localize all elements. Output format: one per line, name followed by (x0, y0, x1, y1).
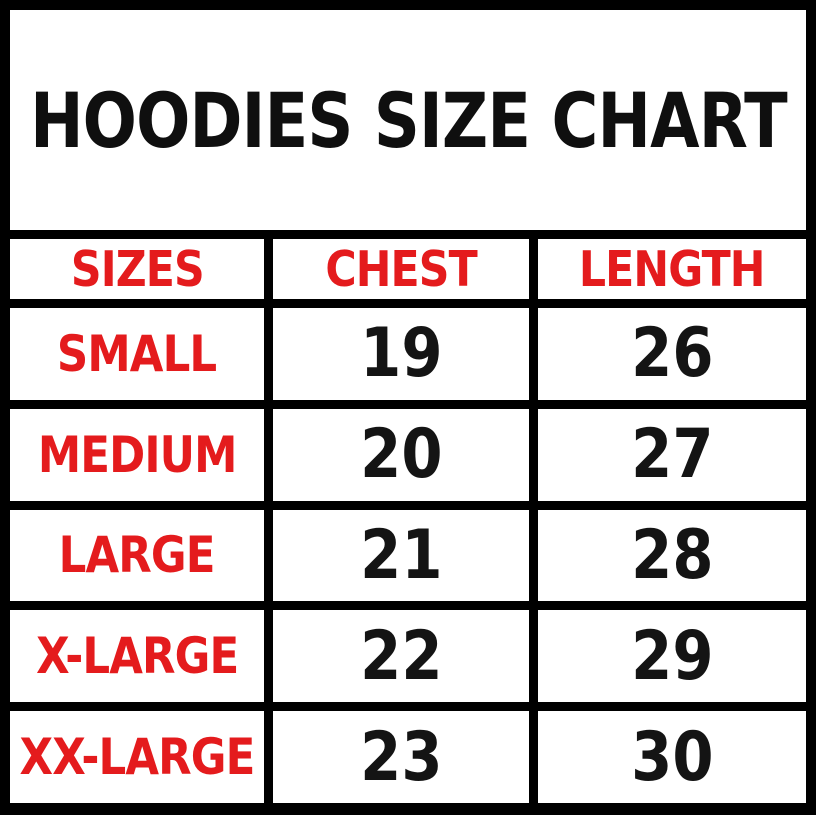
row-medium-chest-cell: 20 (273, 408, 529, 501)
size-label: MEDIUM (37, 425, 238, 484)
row-xlarge-chest-cell: 22 (273, 610, 529, 703)
length-value: 29 (630, 616, 714, 696)
row-xxlarge-chest-cell: 23 (273, 711, 529, 803)
row-xxlarge-length-cell: 30 (538, 711, 806, 803)
column-header-length-label: LENGTH (579, 240, 766, 298)
size-label: X-LARGE (35, 627, 239, 686)
size-label: XX-LARGE (19, 728, 256, 787)
row-large-length-cell: 28 (538, 509, 806, 602)
length-value: 26 (630, 314, 714, 394)
length-value: 27 (630, 415, 714, 495)
column-header-length: LENGTH (538, 239, 806, 299)
chest-value: 20 (359, 415, 443, 495)
size-label: SMALL (57, 324, 217, 383)
column-header-chest-label: CHEST (325, 240, 477, 298)
row-xlarge-size-cell: X-LARGE (10, 610, 264, 703)
row-small-chest-cell: 19 (273, 308, 529, 400)
length-value: 30 (630, 717, 714, 797)
column-header-chest: CHEST (273, 239, 529, 299)
size-label: LARGE (59, 526, 216, 585)
column-header-sizes-label: SIZES (70, 240, 205, 298)
row-small-length-cell: 26 (538, 308, 806, 400)
chest-value: 19 (359, 314, 443, 394)
chest-value: 22 (359, 616, 443, 696)
chest-value: 23 (359, 717, 443, 797)
row-xlarge-length-cell: 29 (538, 610, 806, 703)
row-medium-length-cell: 27 (538, 408, 806, 501)
row-small-size-cell: SMALL (10, 308, 264, 400)
chart-title: HOODIES SIZE CHART (29, 75, 788, 165)
size-chart-table: SIZES CHEST LENGTH SMALL 19 26 MEDIUM 20… (10, 239, 806, 803)
row-medium-size-cell: MEDIUM (10, 408, 264, 501)
length-value: 28 (630, 515, 714, 595)
row-large-chest-cell: 21 (273, 509, 529, 602)
chest-value: 21 (359, 515, 443, 595)
row-large-size-cell: LARGE (10, 509, 264, 602)
row-xxlarge-size-cell: XX-LARGE (10, 711, 264, 803)
title-box: HOODIES SIZE CHART (10, 10, 806, 230)
column-header-sizes: SIZES (10, 239, 264, 299)
